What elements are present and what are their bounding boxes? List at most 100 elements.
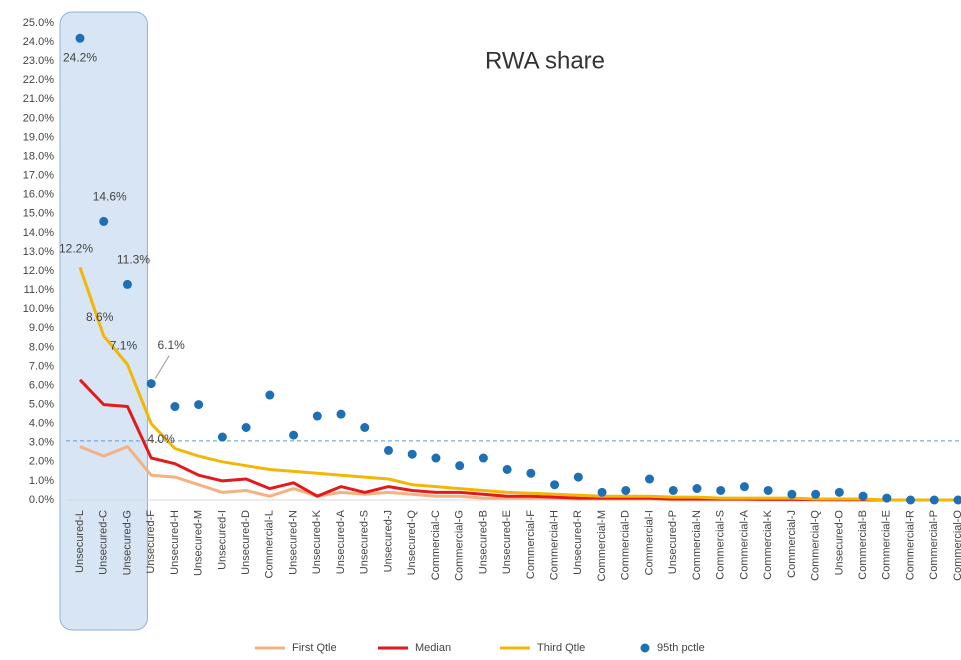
y-tick-label: 16.0%	[23, 189, 54, 201]
point	[716, 485, 726, 495]
y-tick-label: 2.0%	[29, 456, 54, 468]
data-label: 8.6%	[86, 310, 114, 324]
data-label: 6.1%	[158, 338, 186, 352]
leader-line	[154, 355, 170, 379]
x-tick-label: Commercial-P	[928, 510, 940, 580]
y-tick-label: 4.0%	[29, 418, 54, 430]
y-tick-label: 20.0%	[23, 112, 54, 124]
x-tick-label: Commercial-E	[881, 510, 893, 580]
x-tick-label: Commercial-N	[691, 510, 703, 580]
y-tick-label: 23.0%	[23, 55, 54, 67]
y-tick-label: 24.0%	[23, 36, 54, 48]
x-tick-label: Unsecured-Q	[406, 510, 418, 576]
x-tick-label: Commercial-S	[715, 510, 727, 580]
point	[99, 216, 109, 226]
point	[597, 487, 607, 497]
y-tick-label: 17.0%	[23, 170, 54, 182]
y-tick-label: 21.0%	[23, 93, 54, 105]
x-tick-label: Unsecured-K	[311, 509, 323, 574]
point	[834, 487, 844, 497]
x-tick-label: Commercial-L	[264, 510, 276, 578]
point	[455, 461, 465, 471]
y-tick-label: 8.0%	[29, 341, 54, 353]
point	[478, 453, 488, 463]
point	[739, 482, 749, 492]
point	[336, 409, 346, 419]
data-label: 24.2%	[63, 50, 97, 64]
point	[550, 480, 560, 490]
chart-title: RWA share	[485, 47, 605, 74]
x-tick-label: Unsecured-P	[667, 510, 679, 574]
y-tick-label: 14.0%	[23, 227, 54, 239]
point	[953, 495, 961, 505]
data-label: 14.6%	[93, 190, 127, 204]
y-tick-label: 11.0%	[24, 284, 55, 296]
point	[787, 489, 797, 499]
y-tick-label: 10.0%	[23, 303, 54, 315]
point	[526, 468, 536, 478]
x-tick-label: Commercial-I	[643, 510, 655, 575]
point	[241, 422, 251, 432]
point	[289, 430, 299, 440]
x-tick-label: Commercial-C	[430, 510, 442, 580]
y-tick-label: 18.0%	[23, 150, 54, 162]
x-tick-label: Commercial-J	[786, 510, 798, 578]
y-tick-label: 13.0%	[23, 246, 54, 258]
x-tick-label: Unsecured-J	[382, 510, 394, 572]
x-tick-label: Commercial-D	[620, 510, 632, 580]
x-tick-label: Unsecured-A	[335, 509, 347, 574]
y-tick-label: 19.0%	[23, 131, 54, 143]
point	[858, 491, 868, 501]
x-tick-label: Unsecured-H	[169, 510, 181, 575]
y-tick-label: 22.0%	[23, 74, 54, 86]
point	[431, 453, 441, 463]
point	[407, 449, 417, 459]
y-tick-label: 15.0%	[23, 208, 54, 220]
point	[265, 390, 275, 400]
x-tick-label: Commercial-R	[904, 510, 916, 580]
data-label: 4.0%	[148, 432, 176, 446]
y-tick-label: 7.0%	[29, 360, 54, 372]
x-tick-label: Unsecured-D	[240, 510, 252, 575]
point	[502, 464, 512, 474]
point	[906, 495, 916, 505]
highlight-box	[59, 11, 148, 631]
point	[312, 411, 322, 421]
y-tick-label: 6.0%	[29, 379, 54, 391]
x-tick-label: Commercial-F	[525, 510, 537, 579]
x-tick-label: Unsecured-E	[501, 510, 513, 574]
point	[573, 472, 583, 482]
legend-label: 95th pctle	[657, 642, 705, 654]
point	[383, 445, 393, 455]
point	[621, 485, 631, 495]
y-tick-label: 3.0%	[29, 437, 54, 449]
point	[75, 33, 85, 43]
point	[194, 400, 204, 410]
y-tick-label: 9.0%	[29, 322, 54, 334]
x-tick-label: Commercial-G	[454, 510, 466, 581]
x-tick-label: Commercial-O	[952, 510, 961, 581]
y-tick-label: 25.0%	[23, 17, 54, 29]
x-tick-label: Unsecured-B	[477, 510, 489, 574]
point	[692, 484, 702, 494]
x-tick-label: Unsecured-N	[287, 510, 299, 575]
x-tick-label: Unsecured-C	[98, 510, 110, 575]
x-tick-label: Unsecured-I	[216, 510, 228, 570]
x-tick-label: Unsecured-L	[74, 510, 86, 573]
point	[170, 402, 180, 412]
series-line	[78, 378, 958, 502]
point	[360, 422, 370, 432]
x-tick-label: Commercial-H	[549, 510, 561, 580]
series-line	[78, 266, 958, 502]
x-tick-label: Commercial-K	[762, 509, 774, 579]
point	[217, 432, 227, 442]
legend-label: First Qtle	[292, 642, 337, 654]
x-tick-label: Unsecured-G	[121, 510, 133, 575]
x-tick-label: Commercial-A	[738, 509, 750, 579]
x-tick-label: Unsecured-S	[359, 510, 371, 574]
point	[811, 489, 821, 499]
x-tick-label: Unsecured-M	[193, 510, 205, 576]
point	[882, 493, 892, 503]
y-tick-label: 12.0%	[23, 265, 54, 277]
y-tick-label: 5.0%	[29, 399, 54, 411]
